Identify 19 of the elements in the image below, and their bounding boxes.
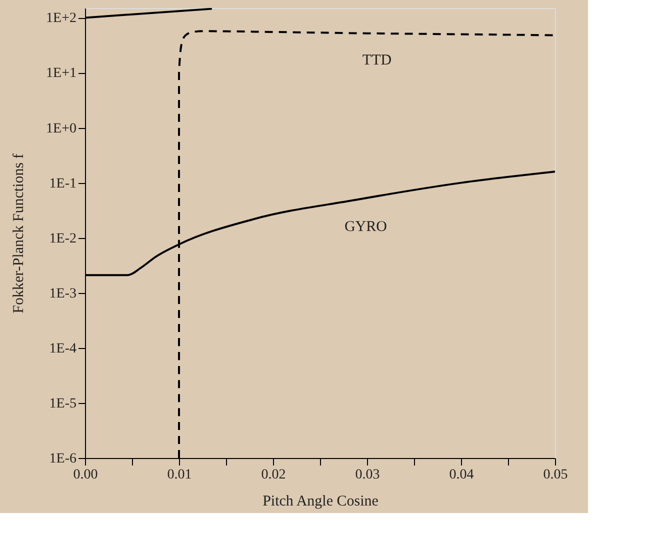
x-axis-title: Pitch Angle Cosine — [262, 494, 379, 510]
x-tick-label: 0.02 — [261, 468, 286, 482]
x-tick-label: 0.00 — [73, 468, 98, 482]
y-tick-label: 1E+2 — [46, 11, 76, 26]
y-tick-label: 1E+1 — [46, 66, 76, 82]
y-tick-label: 1E-6 — [49, 452, 76, 466]
y-tick-label: 1E-4 — [49, 341, 76, 356]
y-tick-label: 1E-3 — [49, 286, 76, 302]
y-axis-title: Fokker-Planck Functions f — [11, 154, 28, 314]
x-tick-label: 0.05 — [543, 468, 568, 482]
series-label: GYRO — [344, 218, 388, 235]
y-tick-label: 1E-5 — [49, 396, 76, 412]
x-tick-label: 0.04 — [449, 468, 474, 482]
y-tick-label: 1E-1 — [49, 176, 76, 192]
series-label: TTD — [362, 52, 392, 68]
y-tick-label: 1E+0 — [46, 121, 76, 136]
x-tick-label: 0.03 — [355, 468, 380, 482]
x-tick-label: 0.01 — [167, 468, 192, 482]
y-tick-label: 1E-2 — [49, 231, 76, 246]
